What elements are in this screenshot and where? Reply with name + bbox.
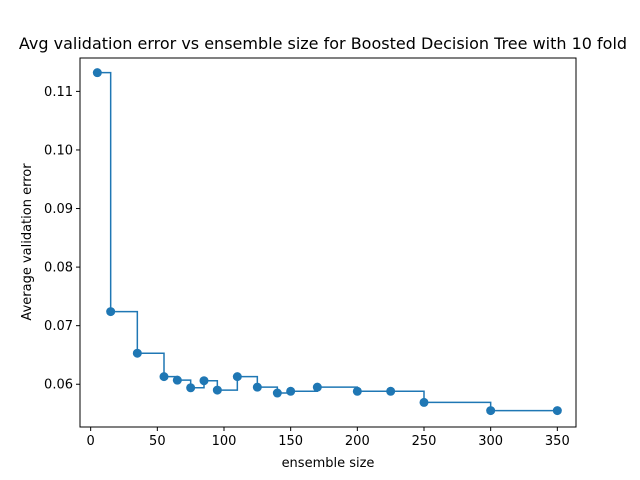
- y-tick-label: 0.06: [44, 378, 73, 393]
- chart-title: Avg validation error vs ensemble size fo…: [19, 34, 627, 53]
- y-tick-label: 0.07: [44, 319, 73, 334]
- data-point: [352, 386, 362, 396]
- y-axis-label: Average validation error: [20, 163, 35, 321]
- data-point: [419, 397, 429, 407]
- data-point: [92, 68, 102, 78]
- x-tick-label: 0: [87, 434, 95, 449]
- data-point: [172, 375, 182, 385]
- data-point: [199, 376, 209, 386]
- data-point: [252, 382, 262, 392]
- x-tick-label: 300: [478, 434, 503, 449]
- x-tick-label: 150: [278, 434, 303, 449]
- plot-area: [92, 68, 562, 416]
- x-tick-label: 350: [545, 434, 570, 449]
- data-point: [286, 386, 296, 396]
- data-point: [386, 386, 396, 396]
- data-point: [132, 348, 142, 358]
- y-axis: 0.06 0.07 0.08 0.09 0.10 0.11: [44, 85, 80, 393]
- y-tick-label: 0.10: [44, 143, 73, 158]
- data-point: [106, 307, 116, 317]
- x-tick-label: 50: [149, 434, 166, 449]
- x-tick-label: 200: [345, 434, 370, 449]
- y-tick-label: 0.11: [44, 85, 73, 100]
- data-point: [159, 372, 169, 382]
- x-tick-label: 100: [212, 434, 237, 449]
- y-tick-label: 0.09: [44, 202, 73, 217]
- x-axis-label: ensemble size: [282, 456, 375, 471]
- data-point: [212, 385, 222, 395]
- x-axis: 0 50 100 150 200 250 300 350: [87, 427, 570, 449]
- y-tick-label: 0.08: [44, 261, 73, 276]
- data-point: [552, 406, 562, 416]
- data-point: [486, 406, 496, 416]
- data-point: [232, 372, 242, 382]
- data-point: [272, 388, 282, 398]
- data-point: [186, 383, 196, 393]
- data-point: [312, 382, 322, 392]
- axes-frame: [79, 57, 577, 428]
- series-line: [97, 71, 558, 412]
- x-tick-label: 250: [412, 434, 437, 449]
